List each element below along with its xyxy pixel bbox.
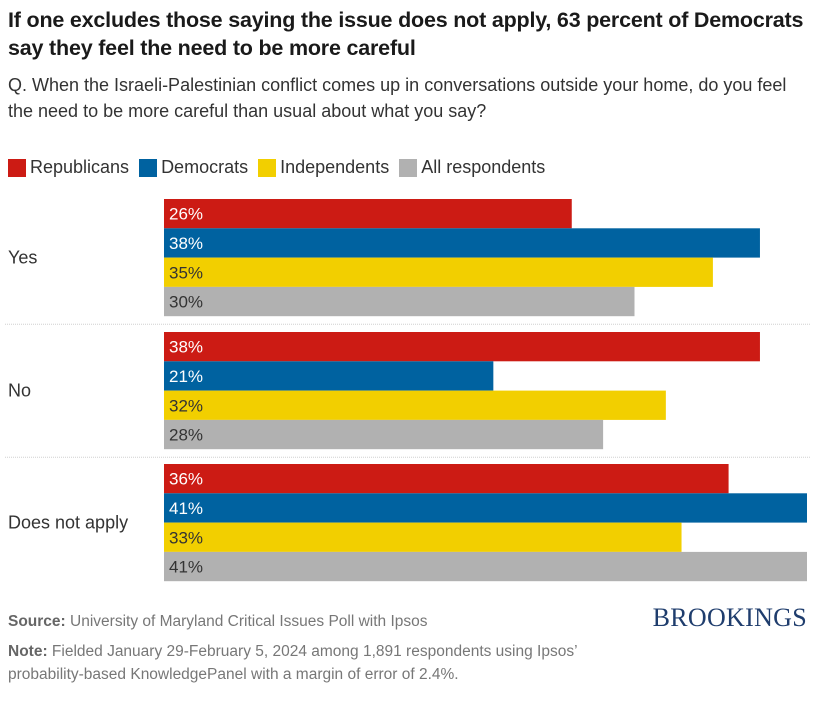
legend-label: All respondents (421, 157, 546, 177)
legend-item-independents: Independents (258, 157, 389, 178)
bar-no-republicans (164, 332, 760, 362)
data-label-no-independents: 32% (169, 396, 203, 415)
data-label-yes-republicans: 26% (169, 205, 203, 224)
data-label-does-not-apply-all-respondents: 41% (169, 558, 203, 577)
legend-item-all-respondents: All respondents (399, 157, 545, 178)
data-label-does-not-apply-independents: 33% (169, 528, 203, 547)
category-label-yes: Yes (8, 248, 37, 268)
category-label-does-not-apply: Does not apply (8, 513, 128, 533)
bar-yes-independents (164, 257, 713, 287)
legend-label: Democrats (161, 157, 249, 177)
bar-yes-all-respondents (164, 286, 635, 317)
bar-does-not-apply-democrats (164, 493, 807, 523)
legend-label: Independents (280, 157, 390, 177)
legend-item-democrats: Democrats (139, 157, 248, 178)
bar-does-not-apply-all-respondents (164, 551, 807, 582)
brookings-logo: BROOKINGS (652, 603, 807, 632)
bar-chart: Yes 26% 38% 35% 30% No 38% 21% 32% 28% Does not ap… (5, 199, 810, 582)
data-label-no-democrats: 21% (169, 367, 203, 386)
legend-item-republicans: Republicans (8, 157, 129, 178)
data-label-yes-all-respondents: 30% (169, 293, 203, 312)
chart-title: If one excludes those saying the issue d… (8, 8, 804, 60)
category-label-no: No (8, 381, 31, 401)
legend-label: Republicans (30, 157, 130, 177)
bar-no-democrats (164, 361, 494, 391)
legend-swatch-all-respondents (399, 158, 418, 177)
bar-does-not-apply-republicans (164, 464, 729, 494)
data-label-does-not-apply-republicans: 36% (169, 470, 203, 489)
source-label: Source: (8, 613, 66, 630)
bar-does-not-apply-independents (164, 522, 682, 552)
source-note: Source: University of Maryland Critical … (8, 610, 428, 633)
bar-yes-democrats (164, 228, 760, 258)
legend-swatch-independents (258, 158, 277, 177)
legend: Republicans Democrats Independents All r… (8, 157, 555, 178)
data-label-does-not-apply-democrats: 41% (169, 499, 203, 518)
note-label: Note: (8, 643, 48, 660)
legend-swatch-democrats (139, 158, 158, 177)
methodology-note: Note: Fielded January 29-February 5, 202… (8, 640, 608, 686)
note-text: Fielded January 29-February 5, 2024 amon… (8, 643, 577, 683)
bar-no-all-respondents (164, 419, 604, 450)
bar-no-independents (164, 390, 666, 420)
chart-subtitle: Q. When the Israeli-Palestinian conflict… (8, 75, 787, 121)
bar-yes-republicans (164, 199, 572, 229)
source-text: University of Maryland Critical Issues P… (70, 613, 428, 630)
data-label-no-all-respondents: 28% (169, 426, 203, 445)
legend-swatch-republicans (8, 158, 26, 177)
data-label-no-republicans: 38% (169, 338, 203, 357)
data-label-yes-independents: 35% (169, 263, 203, 282)
data-label-yes-democrats: 38% (169, 234, 203, 253)
